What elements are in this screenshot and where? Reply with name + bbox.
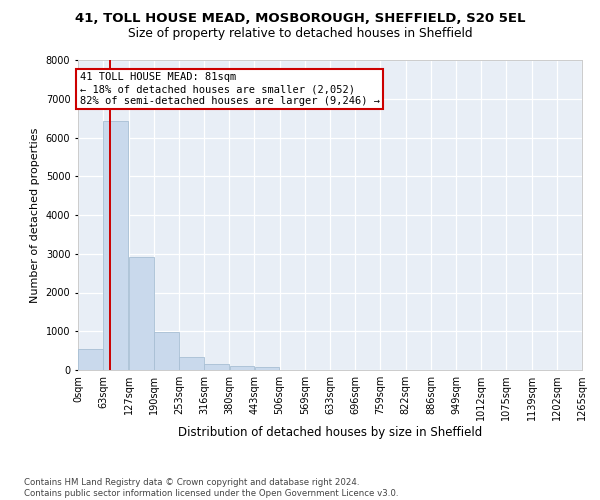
Bar bbox=[179, 357, 204, 370]
Text: 41, TOLL HOUSE MEAD, MOSBOROUGH, SHEFFIELD, S20 5EL: 41, TOLL HOUSE MEAD, MOSBOROUGH, SHEFFIE… bbox=[75, 12, 525, 26]
Text: Size of property relative to detached houses in Sheffield: Size of property relative to detached ho… bbox=[128, 28, 472, 40]
Text: 41 TOLL HOUSE MEAD: 81sqm
← 18% of detached houses are smaller (2,052)
82% of se: 41 TOLL HOUSE MEAD: 81sqm ← 18% of detac… bbox=[80, 72, 380, 106]
Bar bbox=[204, 364, 229, 370]
Bar bbox=[78, 349, 103, 370]
Bar bbox=[103, 121, 128, 370]
Y-axis label: Number of detached properties: Number of detached properties bbox=[30, 128, 40, 302]
Text: Contains HM Land Registry data © Crown copyright and database right 2024.
Contai: Contains HM Land Registry data © Crown c… bbox=[24, 478, 398, 498]
Bar bbox=[230, 366, 254, 370]
Bar bbox=[254, 368, 280, 370]
Bar bbox=[154, 332, 179, 370]
X-axis label: Distribution of detached houses by size in Sheffield: Distribution of detached houses by size … bbox=[178, 426, 482, 439]
Bar bbox=[129, 257, 154, 370]
